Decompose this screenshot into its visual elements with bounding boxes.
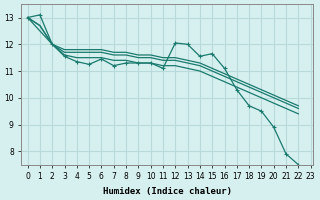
X-axis label: Humidex (Indice chaleur): Humidex (Indice chaleur) xyxy=(103,187,232,196)
